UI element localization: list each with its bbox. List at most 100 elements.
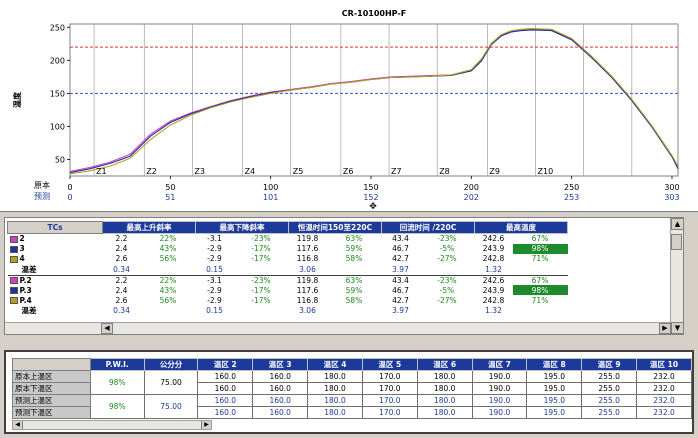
zone-setpoint-cell[interactable]: 180.0: [307, 394, 363, 407]
pwi-cell: 98%: [89, 370, 145, 395]
value-cell: 1.32: [474, 263, 513, 276]
zone-col-header[interactable]: 温区 9: [581, 358, 638, 371]
value-cell: 46.7: [392, 244, 409, 253]
zone-setpoint-cell[interactable]: 180.0: [416, 394, 473, 407]
col-header-max-rise[interactable]: 最高上升斜率: [102, 221, 196, 234]
scroll-down-icon[interactable]: ▼: [671, 322, 684, 334]
value-cell: 2.6: [115, 295, 128, 305]
value-cell: 119.8: [296, 234, 319, 244]
zone-setpoint-cell[interactable]: 160.0: [197, 370, 254, 383]
zone-setpoint-cell[interactable]: 170.0: [361, 394, 418, 407]
value-cell: 242.6: [482, 275, 505, 285]
zone-setpoint-cell[interactable]: 180.0: [307, 382, 363, 395]
zone-col-header[interactable]: 温区 6: [416, 358, 473, 371]
table-row[interactable]: 温差 0.34 0.15 3.06 3.97 1.32: [7, 263, 568, 276]
x-tick-label: 50: [165, 183, 175, 192]
value-cell: 242.8: [482, 254, 505, 263]
zone-setpoint-cell[interactable]: 195.0: [526, 370, 583, 383]
table-row[interactable]: 3 2.4 43% -2.9 -17% 117.6 59% 46.7 -5% 243.9 98%: [8, 243, 568, 254]
x-tick-label-predicted: 51: [165, 193, 175, 202]
tc-table-horizontal-scrollbar[interactable]: ◀ ▶: [5, 322, 671, 334]
zone-setpoint-cell[interactable]: 160.0: [252, 406, 309, 419]
table-row[interactable]: 4 2.6 56% -2.9 -17% 116.8 58% 42.7 -27% 242.8 71%: [8, 254, 568, 264]
zone-setpoint-cell[interactable]: 232.0: [636, 394, 692, 407]
zone-col-header[interactable]: 温区 4: [307, 358, 363, 371]
zone-col-header[interactable]: 温区 5: [361, 358, 418, 371]
value-cell: 42.7: [392, 295, 409, 305]
tc-table-vertical-scrollbar[interactable]: ▲ ▼: [670, 218, 684, 334]
zone-setpoint-cell[interactable]: 190.0: [471, 406, 528, 419]
scroll-up-icon[interactable]: ▲: [671, 218, 684, 230]
table-row[interactable]: P.3 2.4 43% -2.9 -17% 117.6 59% 46.7 -5% 243.9 98%: [8, 285, 568, 295]
x-tick-label-predicted: 0: [67, 193, 72, 202]
zone-setpoint-cell[interactable]: 232.0: [636, 370, 692, 383]
zone-scroll-left-icon[interactable]: ◀: [13, 421, 23, 429]
zone-col-header[interactable]: 温区 10: [636, 358, 692, 371]
zone-setpoint-cell[interactable]: 160.0: [197, 406, 254, 419]
zone-setpoint-cell[interactable]: 195.0: [526, 394, 583, 407]
table-row[interactable]: P.4 2.6 56% -2.9 -17% 116.8 58% 42.7 -27% 242.8 71…: [8, 295, 568, 305]
zone-label: Z4: [245, 167, 256, 176]
zone-setpoint-cell[interactable]: 170.0: [361, 382, 418, 395]
scroll-left-icon[interactable]: ◀: [101, 323, 113, 334]
zone-col-header[interactable]: 温区 8: [526, 358, 583, 371]
zone-setpoint-cell[interactable]: 170.0: [361, 370, 418, 383]
zone-setpoint-cell[interactable]: 160.0: [197, 394, 254, 407]
scroll-right-icon[interactable]: ▶: [659, 323, 671, 334]
tcs-header[interactable]: TCs: [7, 221, 103, 234]
zone-setpoint-cell[interactable]: 180.0: [416, 406, 473, 419]
table-row[interactable]: P.2 2.2 22% -3.1 -23% 119.8 63% 43.4 -23% 242.6 67…: [8, 275, 568, 285]
zone-setpoint-cell[interactable]: 195.0: [526, 406, 583, 419]
zone-setpoint-cell[interactable]: 190.0: [471, 370, 528, 383]
percent-cell: 63%: [345, 275, 363, 285]
col-header-reflow-time[interactable]: 回流时间 /220C: [381, 221, 475, 234]
value-cell: -2.9: [207, 254, 222, 263]
zone-setpoint-cell[interactable]: 180.0: [416, 382, 473, 395]
table-row[interactable]: 预测下温区 160.0 160.0 180.0 170.0 180.0 190.0 195.0…: [12, 406, 692, 419]
scroll-thumb[interactable]: [671, 234, 682, 250]
zone-col-header[interactable]: P.W.I.: [89, 358, 145, 371]
series-line: [69, 28, 679, 175]
value-cell: 3.97: [381, 263, 420, 276]
percent-cell: 22%: [159, 234, 177, 244]
zone-scroll-right-icon[interactable]: ▶: [201, 421, 211, 429]
zone-setpoint-cell[interactable]: 255.0: [581, 370, 638, 383]
percent-cell: 56%: [159, 254, 177, 263]
zone-setpoint-cell[interactable]: 160.0: [252, 394, 309, 407]
zone-setpoint-cell[interactable]: 160.0: [252, 382, 309, 395]
zone-setpoint-cell[interactable]: 160.0: [197, 382, 254, 395]
zone-col-header[interactable]: 温区 2: [197, 358, 254, 371]
zone-table-horizontal-scrollbar[interactable]: ◀ ▶: [12, 420, 212, 430]
table-row[interactable]: 预测上温区 98% 75.00 160.0 160.0 180.0 170.0 180.0 19…: [12, 394, 692, 419]
zone-setpoint-cell[interactable]: 190.0: [471, 394, 528, 407]
zone-setpoint-cell[interactable]: 190.0: [471, 382, 528, 395]
series-swatch: [9, 245, 18, 253]
value-cell: 119.8: [296, 275, 319, 285]
zone-setpoint-cell[interactable]: 170.0: [361, 406, 418, 419]
col-header-max-fall[interactable]: 最高下降斜率: [195, 221, 289, 234]
value-cell: 242.6: [482, 234, 505, 244]
tc-label: 温差: [21, 264, 37, 274]
zone-setpoint-cell[interactable]: 232.0: [636, 406, 692, 419]
col-header-peak-temp[interactable]: 最高温度: [474, 221, 568, 234]
score-cell: 75.00: [143, 370, 199, 395]
table-row[interactable]: 2 2.2 22% -3.1 -23% 119.8 63% 43.4 -23% 242.6 67%: [8, 234, 568, 244]
col-header-soak-time[interactable]: 恒温时间150至220C: [288, 221, 382, 234]
zone-col-header[interactable]: 温区 7: [471, 358, 528, 371]
zone-setpoint-cell[interactable]: 195.0: [526, 382, 583, 395]
zone-col-header[interactable]: 公分分: [143, 358, 199, 371]
zone-setpoint-cell[interactable]: 255.0: [581, 394, 638, 407]
table-row[interactable]: 温差 0.34 0.15 3.06 3.97 1.32: [8, 305, 568, 316]
value-cell: 42.7: [392, 254, 409, 263]
table-row[interactable]: 原本下温区 160.0 160.0 180.0 170.0 180.0 190.0 195.0…: [12, 382, 692, 395]
series-swatch: [9, 297, 18, 304]
zone-setpoint-cell[interactable]: 232.0: [636, 382, 692, 395]
zone-setpoint-cell[interactable]: 180.0: [416, 370, 473, 383]
zone-setpoint-cell[interactable]: 180.0: [307, 406, 363, 419]
zone-setpoint-cell[interactable]: 180.0: [307, 370, 363, 383]
zone-setpoint-cell[interactable]: 255.0: [581, 406, 638, 419]
zone-col-header[interactable]: 温区 3: [252, 358, 309, 371]
zone-setpoint-cell[interactable]: 255.0: [581, 382, 638, 395]
table-row[interactable]: 原本上温区 98% 75.00 160.0 160.0 180.0 170.0 180.0 19…: [12, 370, 692, 395]
zone-setpoint-cell[interactable]: 160.0: [252, 370, 309, 383]
